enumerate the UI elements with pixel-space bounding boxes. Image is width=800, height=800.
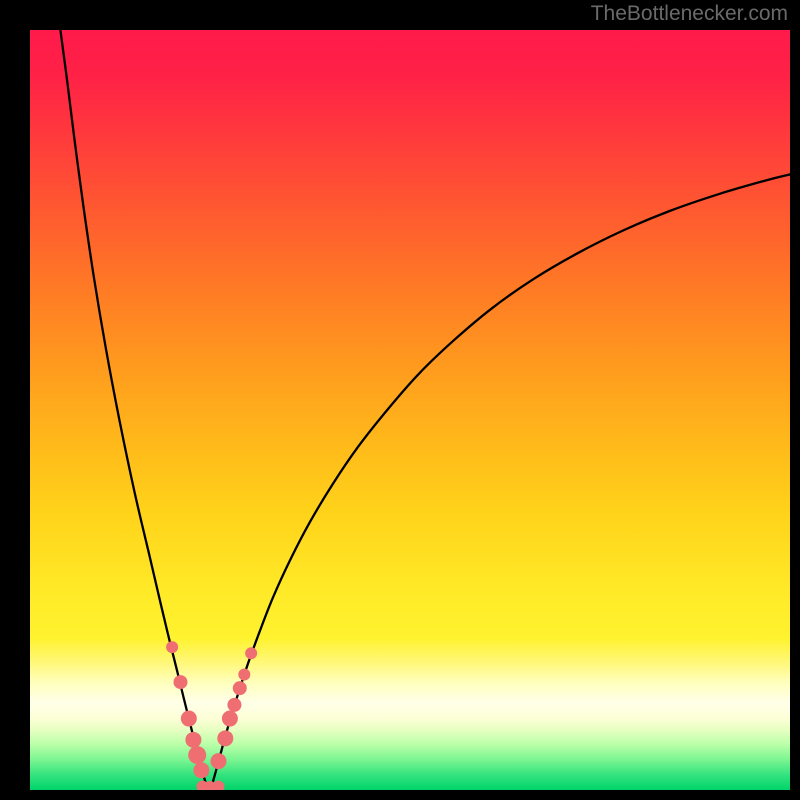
data-marker: [173, 675, 187, 689]
data-marker: [185, 732, 201, 748]
data-marker: [210, 753, 226, 769]
curve-left_curve: [60, 30, 209, 790]
plot-area: [30, 30, 790, 790]
curve-right_curve: [209, 174, 790, 790]
data-marker: [212, 781, 224, 790]
data-marker: [217, 730, 233, 746]
data-marker: [233, 681, 247, 695]
data-marker: [227, 698, 241, 712]
watermark-text: TheBottlenecker.com: [591, 2, 788, 26]
data-marker: [166, 641, 178, 653]
data-marker: [245, 647, 257, 659]
data-marker: [222, 711, 238, 727]
data-marker: [188, 746, 206, 764]
data-marker: [193, 762, 209, 778]
data-marker: [181, 711, 197, 727]
data-marker: [238, 668, 250, 680]
chart-svg-overlay: [30, 30, 790, 790]
chart-container: TheBottlenecker.com: [0, 0, 800, 800]
